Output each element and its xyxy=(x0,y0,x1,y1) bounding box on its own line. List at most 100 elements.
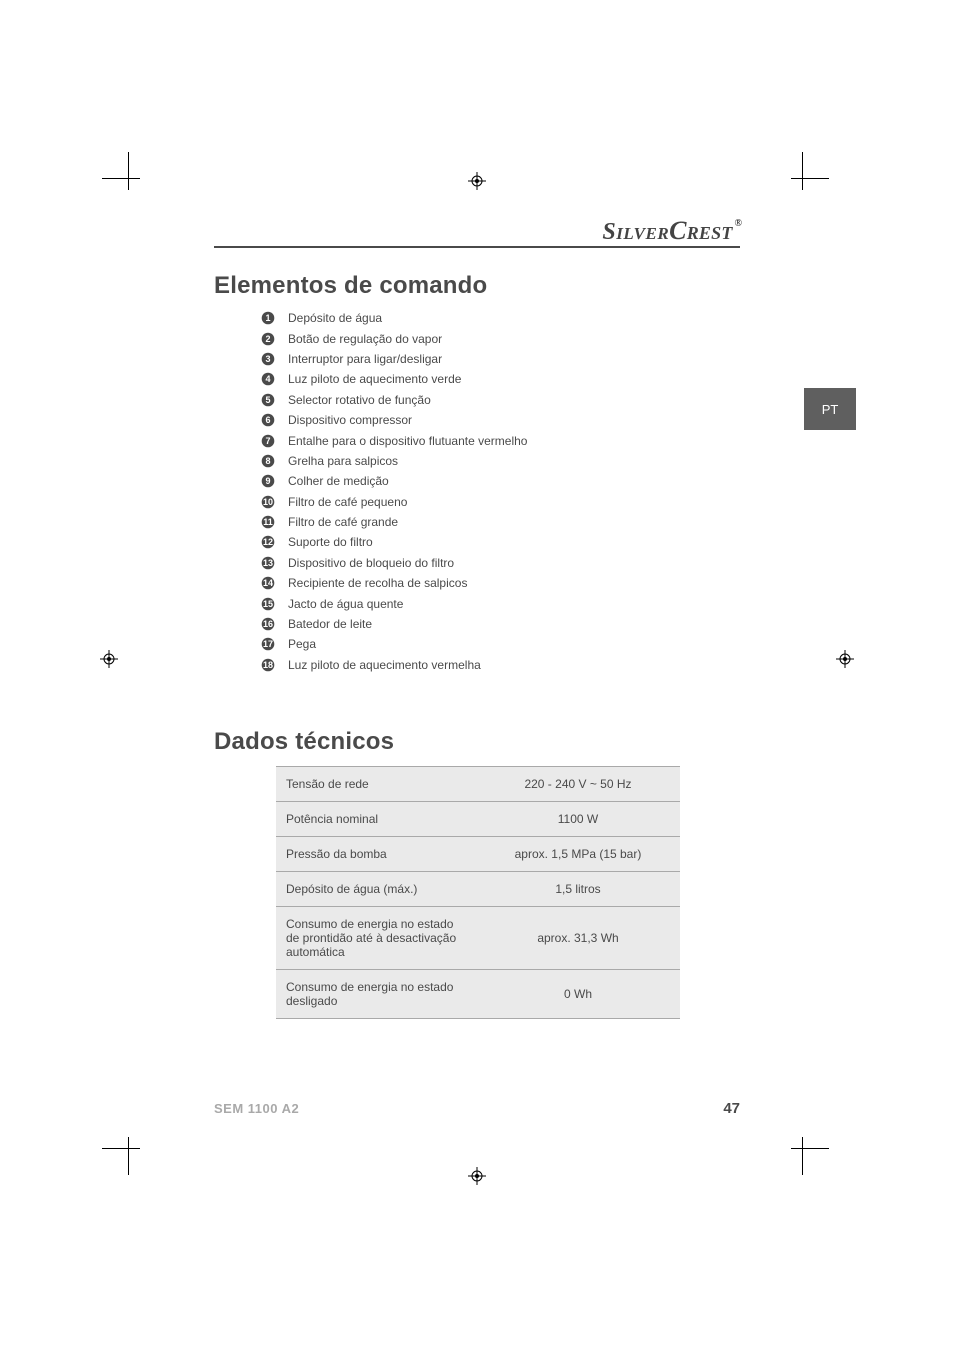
crop-mark xyxy=(791,178,829,179)
page: PT SilverCrest® Elementos de comando 1 De… xyxy=(0,0,954,1350)
parts-item-label: Botão de regulação do vapor xyxy=(288,332,442,346)
registration-mark-icon xyxy=(100,650,118,668)
registration-mark-icon xyxy=(468,1167,486,1185)
parts-number-icon: 3 xyxy=(260,352,276,366)
parts-item-label: Luz piloto de aquecimento verde xyxy=(288,372,461,386)
svg-text:9: 9 xyxy=(265,476,270,486)
parts-list-item: 18Luz piloto de aquecimento vermelha xyxy=(260,655,738,675)
parts-number-icon: 1 xyxy=(260,311,276,325)
parts-list-item: 3 Interruptor para ligar/desligar xyxy=(260,349,738,369)
svg-text:5: 5 xyxy=(265,395,270,405)
tech-value: 1100 W xyxy=(476,802,680,837)
svg-text:7: 7 xyxy=(265,436,270,446)
table-row: Depósito de água (máx.)1,5 litros xyxy=(276,872,680,907)
parts-list-item: 5 Selector rotativo de função xyxy=(260,390,738,410)
parts-list-item: 4 Luz piloto de aquecimento verde xyxy=(260,369,738,389)
tech-value: aprox. 31,3 Wh xyxy=(476,907,680,970)
crop-mark xyxy=(102,178,140,179)
parts-item-label: Recipiente de recolha de salpicos xyxy=(288,576,467,590)
parts-item-label: Pega xyxy=(288,637,316,651)
tech-value: 220 - 240 V ~ 50 Hz xyxy=(476,767,680,802)
parts-number-icon: 13 xyxy=(260,556,276,570)
parts-item-label: Dispositivo compressor xyxy=(288,413,412,427)
parts-number-icon: 18 xyxy=(260,658,276,672)
tech-value: 1,5 litros xyxy=(476,872,680,907)
svg-text:8: 8 xyxy=(265,456,270,466)
parts-item-label: Jacto de água quente xyxy=(288,597,403,611)
parts-list: 1 Depósito de água 2 Botão de regulação do … xyxy=(260,308,738,675)
tech-label: Potência nominal xyxy=(276,802,476,837)
table-row: Pressão da bombaaprox. 1,5 MPa (15 bar) xyxy=(276,837,680,872)
parts-number-icon: 12 xyxy=(260,535,276,549)
brand-part2: Crest xyxy=(669,216,732,245)
parts-item-label: Selector rotativo de função xyxy=(288,393,431,407)
parts-item-label: Depósito de água xyxy=(288,311,382,325)
crop-mark xyxy=(791,1148,829,1149)
language-tab: PT xyxy=(804,388,856,430)
svg-text:14: 14 xyxy=(263,578,273,588)
brand-logo: SilverCrest® xyxy=(214,216,740,246)
svg-text:11: 11 xyxy=(263,517,273,527)
brand-rule xyxy=(214,246,740,248)
svg-text:3: 3 xyxy=(265,354,270,364)
crop-mark xyxy=(128,1137,129,1175)
tech-label: Consumo de energia no estado desligado xyxy=(276,970,476,1019)
parts-list-item: 6 Dispositivo compressor xyxy=(260,410,738,430)
tech-value: aprox. 1,5 MPa (15 bar) xyxy=(476,837,680,872)
parts-list-item: 7Entalhe para o dispositivo flutuante ve… xyxy=(260,430,738,450)
parts-list-item: 8 Grelha para salpicos xyxy=(260,451,738,471)
parts-list-item: 17 Pega xyxy=(260,634,738,654)
parts-number-icon: 15 xyxy=(260,597,276,611)
tech-data-table: Tensão de rede220 - 240 V ~ 50 HzPotênci… xyxy=(276,766,680,1019)
parts-item-label: Filtro de café pequeno xyxy=(288,495,407,509)
parts-list-item: 9Colher de medição xyxy=(260,471,738,491)
parts-number-icon: 4 xyxy=(260,372,276,386)
tech-value: 0 Wh xyxy=(476,970,680,1019)
svg-text:6: 6 xyxy=(265,415,270,425)
heading-tech: Dados técnicos xyxy=(214,728,394,756)
brand-reg: ® xyxy=(735,218,742,229)
parts-item-label: Grelha para salpicos xyxy=(288,454,398,468)
parts-item-label: Interruptor para ligar/desligar xyxy=(288,352,442,366)
parts-number-icon: 17 xyxy=(260,637,276,651)
svg-text:4: 4 xyxy=(265,374,270,384)
tech-label: Pressão da bomba xyxy=(276,837,476,872)
parts-list-item: 15 Jacto de água quente xyxy=(260,593,738,613)
parts-number-icon: 6 xyxy=(260,413,276,427)
svg-text:12: 12 xyxy=(263,537,273,547)
parts-number-icon: 11 xyxy=(260,515,276,529)
table-row: Tensão de rede220 - 240 V ~ 50 Hz xyxy=(276,767,680,802)
heading-elements: Elementos de comando xyxy=(214,272,487,300)
svg-text:15: 15 xyxy=(263,599,273,609)
parts-list-item: 13 Dispositivo de bloqueio do filtro xyxy=(260,553,738,573)
parts-list-item: 16Batedor de leite xyxy=(260,614,738,634)
svg-text:13: 13 xyxy=(263,558,273,568)
crop-mark xyxy=(802,1137,803,1175)
parts-number-icon: 7 xyxy=(260,434,276,448)
parts-item-label: Dispositivo de bloqueio do filtro xyxy=(288,556,454,570)
parts-list-item: 11Filtro de café grande xyxy=(260,512,738,532)
parts-number-icon: 2 xyxy=(260,332,276,346)
parts-number-icon: 10 xyxy=(260,495,276,509)
table-row: Consumo de energia no estado desligado0 … xyxy=(276,970,680,1019)
registration-mark-icon xyxy=(468,172,486,190)
table-row: Potência nominal1100 W xyxy=(276,802,680,837)
parts-number-icon: 14 xyxy=(260,576,276,590)
parts-number-icon: 16 xyxy=(260,617,276,631)
page-footer: SEM 1100 A2 47 xyxy=(214,1100,740,1117)
parts-number-icon: 9 xyxy=(260,474,276,488)
svg-text:10: 10 xyxy=(263,497,273,507)
parts-item-label: Suporte do filtro xyxy=(288,535,373,549)
svg-text:17: 17 xyxy=(263,639,273,649)
crop-mark xyxy=(128,152,129,190)
page-number: 47 xyxy=(723,1100,740,1117)
parts-number-icon: 5 xyxy=(260,393,276,407)
svg-text:1: 1 xyxy=(265,313,270,323)
parts-list-item: 12 Suporte do filtro xyxy=(260,532,738,552)
parts-list-item: 1 Depósito de água xyxy=(260,308,738,328)
tech-label: Tensão de rede xyxy=(276,767,476,802)
parts-list-item: 14 Recipiente de recolha de salpicos xyxy=(260,573,738,593)
parts-list-item: 2 Botão de regulação do vapor xyxy=(260,328,738,348)
tech-label: Depósito de água (máx.) xyxy=(276,872,476,907)
model-number: SEM 1100 A2 xyxy=(214,1101,299,1116)
